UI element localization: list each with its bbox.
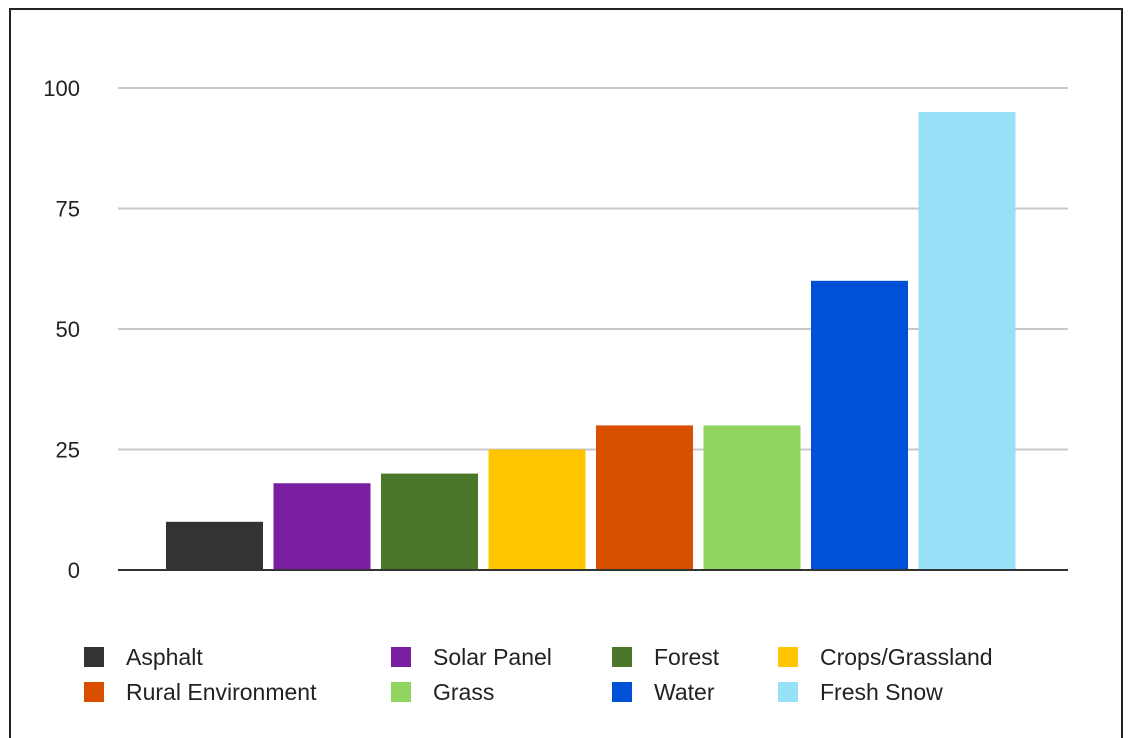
legend-item-rural-environment: Rural Environment (84, 677, 316, 707)
legend-item-grass: Grass (391, 677, 494, 707)
bar-asphalt (166, 521, 263, 570)
bar-crops-grassland (488, 449, 586, 570)
legend-item-water: Water (612, 677, 715, 707)
legend-label: Asphalt (126, 643, 203, 670)
legend-swatch (778, 647, 798, 667)
legend-swatch (84, 682, 104, 702)
y-tick-label: 0 (68, 558, 80, 583)
bar-fresh-snow (918, 112, 1016, 570)
gridlines (118, 87, 1068, 451)
legend-swatch (612, 682, 632, 702)
bar-rural-environment (596, 425, 693, 570)
y-tick-label: 100 (43, 76, 80, 101)
bar-water (811, 280, 908, 570)
y-tick-label: 75 (56, 197, 80, 222)
y-tick-label: 25 (56, 438, 80, 463)
legend-swatch (391, 682, 411, 702)
legend-swatch (612, 647, 632, 667)
legend-item-solar-panel: Solar Panel (391, 642, 552, 672)
bar-solar-panel (273, 483, 371, 570)
legend-label: Forest (654, 643, 720, 670)
y-tick-label: 50 (56, 317, 80, 342)
legend-swatch (778, 682, 798, 702)
legend-item-forest: Forest (612, 642, 719, 672)
legend-swatch (391, 647, 411, 667)
bars (166, 112, 1016, 570)
legend-label: Water (654, 678, 715, 705)
bar-forest (381, 473, 478, 570)
legend-item-crops-grassland: Crops/Grassland (778, 642, 993, 672)
legend-label: Crops/Grassland (820, 643, 993, 670)
legend-item-fresh-snow: Fresh Snow (778, 677, 943, 707)
legend-label: Solar Panel (433, 643, 552, 670)
legend-label: Fresh Snow (820, 678, 943, 705)
chart-legend: Asphalt Solar Panel Forest Crops/Grassland R… (84, 642, 1084, 722)
y-axis-tick-labels: 0 25 50 75 100 (43, 76, 80, 583)
legend-label: Rural Environment (126, 678, 317, 705)
bar-grass (703, 425, 801, 570)
legend-item-asphalt: Asphalt (84, 642, 203, 672)
bar-chart: 0 25 50 75 100 (43, 76, 1068, 583)
legend-swatch (84, 647, 104, 667)
legend-label: Grass (433, 678, 495, 705)
chart-frame (9, 8, 1123, 738)
